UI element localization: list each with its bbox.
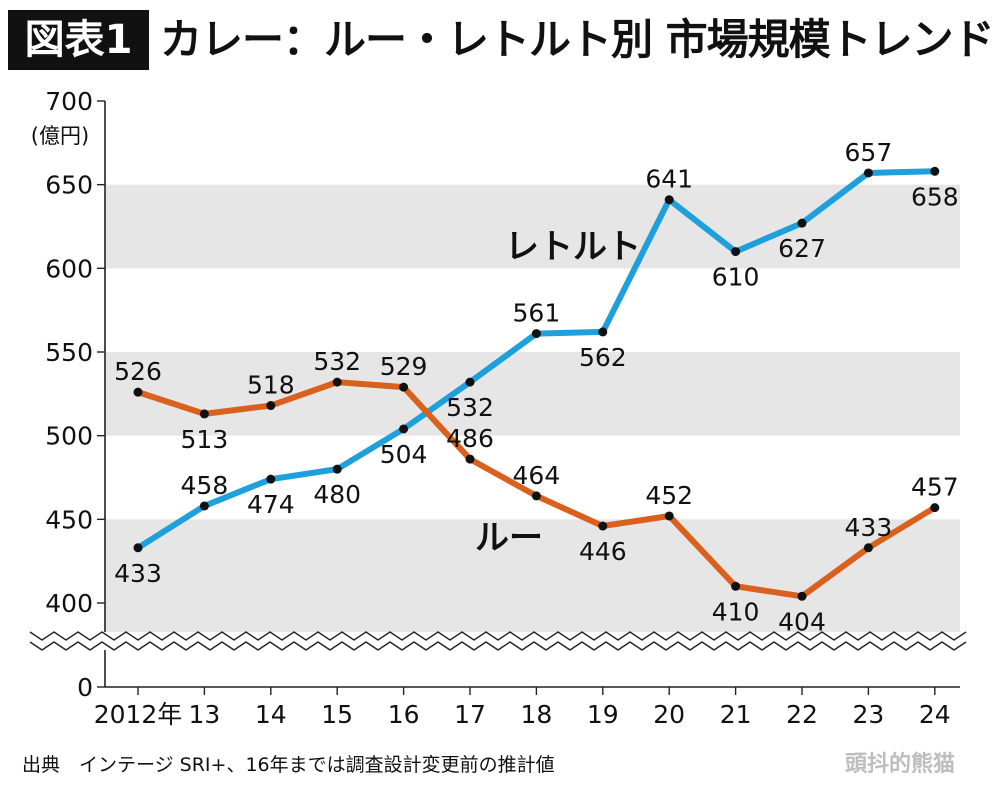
x-tick-label: 21 (720, 700, 752, 729)
axes (29, 101, 968, 688)
x-tick-label: 23 (852, 700, 884, 729)
axis-ticks: 0 400 450 500 550 600 650 700 (億円) 2012年 13 14 15 16 1… (31, 87, 951, 729)
title-row: 図表1 カレー：ルー・レトルト別 市場規模トレンド (0, 0, 997, 82)
data-point (598, 521, 608, 531)
data-label: 641 (645, 165, 693, 194)
data-point (598, 327, 608, 337)
y-tick-label: 450 (45, 505, 93, 534)
data-point (399, 382, 409, 392)
data-point (465, 377, 475, 387)
data-point (399, 424, 409, 434)
y-tick-label: 0 (77, 673, 93, 702)
chart-title: カレー：ルー・レトルト別 市場規模トレンド (160, 15, 995, 64)
x-tick-label: 24 (919, 700, 951, 729)
data-label: 658 (911, 182, 959, 211)
line-chart: 0 400 450 500 550 600 650 700 (億円) 2012年 13 14 15 16 1… (29, 87, 968, 729)
data-point (332, 464, 342, 474)
data-label: 526 (114, 357, 162, 386)
data-point (266, 401, 276, 411)
data-label: 562 (579, 343, 627, 372)
figure-badge: 図表1 (8, 10, 149, 70)
data-point (133, 543, 143, 553)
grid-band (105, 184, 960, 269)
data-point (797, 218, 807, 228)
source-note: 出典 インテージ SRI+、16年までは調査設計変更前の推計値 (22, 754, 555, 776)
data-label: 504 (380, 440, 428, 469)
data-label: 446 (579, 537, 627, 566)
grid-band (105, 519, 960, 603)
data-label: 513 (181, 425, 229, 454)
data-label: 433 (845, 513, 893, 542)
data-point (531, 329, 541, 339)
y-tick-label: 550 (45, 338, 93, 367)
x-tick-label: 16 (388, 700, 420, 729)
data-label: 529 (380, 352, 428, 381)
y-axis-unit-label: (億円) (31, 124, 89, 148)
data-label: 410 (712, 597, 760, 626)
data-point (930, 503, 940, 513)
data-label: 457 (911, 473, 959, 502)
data-point (863, 168, 873, 178)
y-tick-label: 400 (45, 589, 93, 618)
data-point (332, 377, 342, 387)
data-label: 627 (778, 234, 826, 263)
data-point (199, 501, 209, 511)
x-tick-label: 19 (587, 700, 619, 729)
data-point (664, 511, 674, 521)
data-point (465, 454, 475, 464)
data-label: 458 (181, 471, 229, 500)
series-name-retort: レトルト (505, 227, 641, 267)
data-point (797, 591, 807, 601)
y-tick-label: 500 (45, 422, 93, 451)
data-point (266, 474, 276, 484)
y-tick-label: 700 (45, 87, 93, 116)
data-label: 610 (712, 263, 760, 292)
data-point (199, 409, 209, 419)
data-label: 486 (446, 424, 494, 453)
y-tick-label: 600 (45, 254, 93, 283)
series-name-roux: ルー (475, 518, 543, 558)
data-label: 433 (114, 559, 162, 588)
x-tick-label: 2012年 (94, 700, 183, 729)
grid-band (105, 352, 960, 436)
data-label: 404 (778, 607, 826, 636)
data-label: 532 (313, 347, 361, 376)
data-point (930, 166, 940, 176)
data-labels: 433 458 474 480 504 532 561 562 641 610 627 657 658 5… (114, 138, 959, 636)
x-tick-label: 15 (321, 700, 353, 729)
x-tick-label: 17 (454, 700, 486, 729)
watermark: 頭抖的熊猫 (845, 752, 956, 777)
data-label: 452 (645, 481, 693, 510)
data-point (664, 195, 674, 205)
data-point (133, 387, 143, 397)
x-tick-label: 22 (786, 700, 818, 729)
grid-band (105, 603, 960, 633)
axis-break-wave (29, 631, 967, 641)
x-tick-label: 18 (520, 700, 552, 729)
data-label: 518 (247, 371, 295, 400)
data-point (863, 543, 873, 553)
data-point (731, 247, 741, 257)
data-point (531, 491, 541, 501)
data-label: 480 (313, 480, 361, 509)
axis-break-wave (29, 641, 967, 651)
data-label: 474 (247, 490, 295, 519)
background-bands (105, 184, 960, 633)
data-label: 561 (513, 299, 561, 328)
x-tick-label: 20 (653, 700, 685, 729)
axis-break (29, 631, 968, 651)
y-tick-label: 650 (45, 171, 93, 200)
x-tick-label: 14 (255, 700, 287, 729)
x-tick-label: 13 (188, 700, 220, 729)
data-points (133, 166, 940, 601)
data-label: 532 (446, 393, 494, 422)
data-point (731, 581, 741, 591)
data-label: 464 (513, 461, 561, 490)
data-label: 657 (845, 138, 893, 167)
